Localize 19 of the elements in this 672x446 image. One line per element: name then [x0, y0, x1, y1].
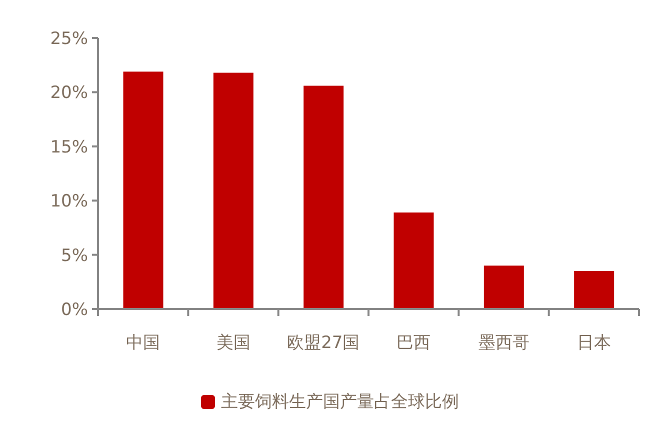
bar [394, 212, 434, 309]
bar [123, 72, 164, 309]
x-tick-label: 美国 [216, 333, 250, 353]
x-tick-label: 中国 [126, 333, 160, 353]
y-tick-label: 5% [61, 246, 88, 266]
y-tick-label: 0% [61, 300, 88, 320]
bar [213, 72, 254, 309]
x-tick-label: 欧盟27国 [287, 333, 360, 353]
y-tick-label: 10% [50, 192, 88, 212]
x-tick-label: 日本 [576, 333, 611, 353]
y-tick-label: 15% [50, 137, 88, 158]
x-tick-label: 墨西哥 [478, 333, 530, 353]
y-tick-label: 20% [50, 83, 88, 104]
y-tick-label: 25% [50, 29, 88, 50]
bar [574, 271, 614, 309]
bar [304, 86, 344, 309]
bar [484, 266, 524, 309]
x-tick-label: 巴西 [396, 333, 431, 353]
legend-label: 主要饲料生产国产量占全球比例 [221, 391, 459, 413]
